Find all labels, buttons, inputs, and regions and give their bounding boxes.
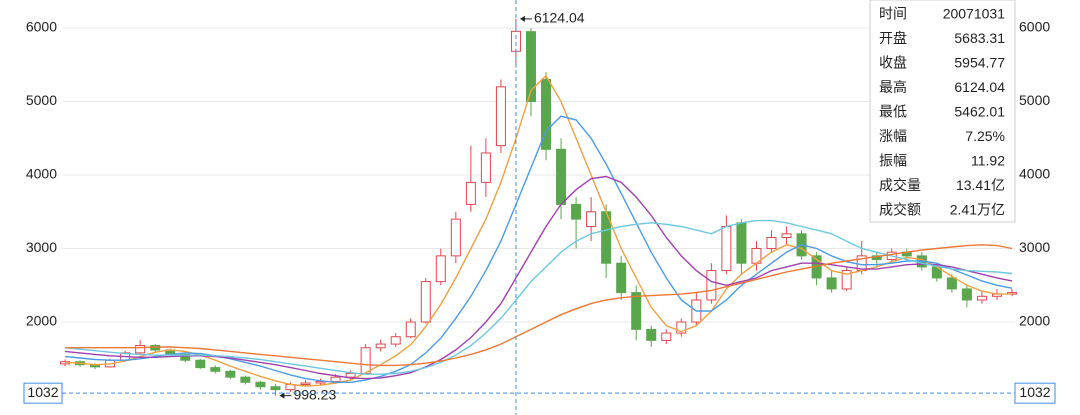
candle-body (300, 382, 311, 385)
candle-body (210, 367, 221, 372)
tooltip-value: 13.41亿 (956, 177, 1005, 193)
tooltip-label: 最高 (879, 79, 907, 95)
ma-line (64, 219, 1013, 375)
y-tick-label-right: 3000 (1019, 239, 1050, 255)
low-label: 998.23 (293, 386, 336, 402)
candle-body (646, 328, 657, 341)
candle-body (375, 343, 386, 349)
candle-body (736, 222, 747, 264)
candle-body (345, 372, 356, 378)
tooltip-value: 7.25% (965, 128, 1005, 144)
y-tick-label-left: 5000 (26, 92, 57, 108)
tooltip-label: 成交额 (879, 202, 921, 218)
candle-body (616, 262, 627, 294)
tooltip-label: 开盘 (879, 30, 907, 46)
high-label: 6124.04 (534, 10, 585, 26)
candle-body (270, 386, 281, 391)
candle-body (946, 277, 957, 290)
candle-body (390, 336, 401, 345)
y-tick-label-right: 4000 (1019, 166, 1050, 182)
tooltip-value: 5683.31 (954, 30, 1005, 46)
crosshair-box-left (23, 382, 63, 404)
candle-body (586, 211, 597, 227)
y-tick-label-left: 2000 (26, 313, 57, 329)
tooltip-value: 5462.01 (954, 104, 1005, 120)
candle-body (525, 31, 536, 103)
candle-body (480, 152, 491, 183)
candle-body (631, 292, 642, 330)
tooltip-value: 5954.77 (954, 55, 1005, 71)
candle-body (541, 78, 552, 150)
crosshair-label-left: 1032 (27, 384, 58, 400)
tooltip-value: 11.92 (971, 153, 1005, 169)
candle-body (255, 381, 266, 388)
candle-body (225, 370, 236, 378)
candle-body (360, 347, 371, 374)
candle-body (465, 181, 476, 205)
candle-body (556, 148, 567, 205)
low-arrowhead (279, 392, 285, 399)
tooltip-box (869, 0, 1016, 223)
y-tick-label-left: 4000 (26, 166, 57, 182)
y-tick-label-left: 6000 (26, 19, 57, 35)
y-tick-label-right: 5000 (1019, 92, 1050, 108)
ma-line (64, 175, 1013, 380)
candle-body (781, 233, 792, 238)
candle-body (841, 270, 852, 290)
tooltip-value: 20071031 (943, 6, 1006, 22)
crosshair-box-right (1014, 382, 1056, 404)
candle-body (961, 288, 972, 301)
candle-body (766, 236, 777, 250)
candle-body (180, 353, 191, 361)
y-tick-label-right: 2000 (1019, 313, 1050, 329)
tooltip-label: 成交量 (879, 177, 921, 193)
high-arrowhead (519, 15, 525, 22)
tooltip-label: 收盘 (879, 55, 907, 71)
candle-body (405, 321, 416, 338)
candle-body (661, 332, 672, 341)
candle-body (826, 277, 837, 290)
ma-line (64, 74, 1012, 387)
candle-body (721, 225, 732, 272)
candle-body (706, 270, 717, 301)
ma-line (65, 244, 1013, 367)
candle-body (450, 218, 461, 257)
candle-body (240, 376, 251, 383)
tooltip-label: 最低 (879, 104, 907, 120)
candle-body (420, 281, 431, 323)
tooltip-value: 2.41万亿 (950, 202, 1005, 218)
candle-body (315, 381, 326, 384)
candle-body (330, 376, 341, 383)
tooltip-value: 6124.04 (954, 79, 1005, 95)
candle-body (495, 86, 506, 147)
candle-body (976, 295, 987, 301)
tooltip-label: 时间 (879, 6, 907, 22)
candle-body (435, 255, 446, 283)
candle-body (571, 203, 582, 220)
tooltip-label: 涨幅 (879, 128, 907, 144)
crosshair-label-right: 1032 (1019, 384, 1050, 400)
candle-body (676, 321, 687, 334)
candle-body (195, 359, 206, 369)
y-tick-label-right: 6000 (1019, 19, 1050, 35)
tooltip-label: 振幅 (879, 153, 907, 169)
candle-body (510, 30, 521, 52)
candle-body (135, 345, 146, 354)
y-tick-label-left: 3000 (26, 239, 57, 255)
